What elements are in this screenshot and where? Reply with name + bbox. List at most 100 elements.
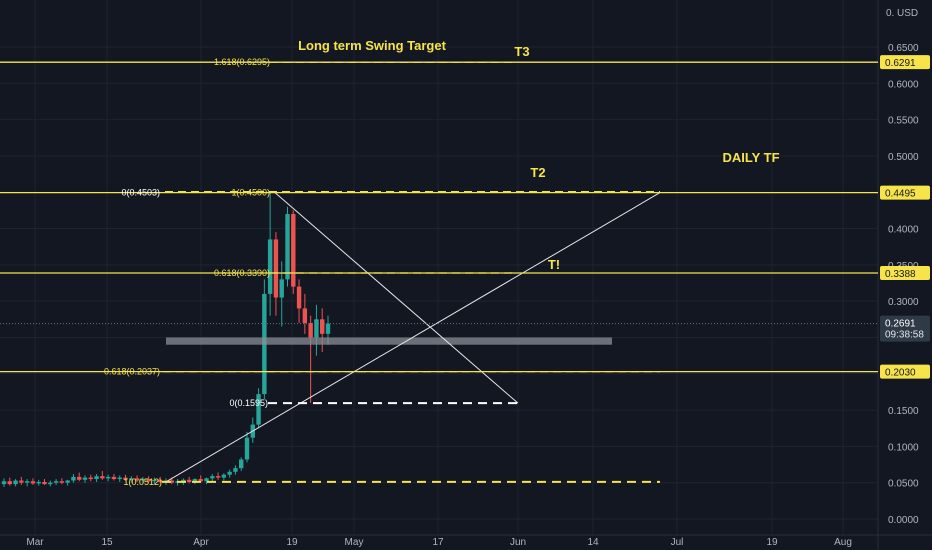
current-price-tag-bg [880, 315, 930, 342]
candle-body [82, 477, 88, 480]
price-tag-bg [880, 265, 930, 280]
candle-body [13, 480, 18, 485]
time-axis[interactable]: Mar 15 Apr 19 May 17 Jun 14 Jul 19 Aug [26, 537, 852, 548]
annotations-group: Long term Swing Target T3 T2 T! DAILY TF [298, 38, 779, 272]
candle-body [244, 437, 250, 460]
candle-body [314, 319, 319, 338]
trendlines-group [165, 192, 661, 483]
candle-body [94, 476, 99, 480]
candle-body [129, 478, 134, 480]
candle-body [48, 482, 53, 485]
time-tick-label: May [345, 537, 364, 548]
fib-label-dashed-yellow: 1(0.0512) [123, 477, 162, 487]
candle-body [1, 481, 7, 485]
candle-body [256, 394, 261, 425]
time-tick-label: Mar [26, 537, 44, 548]
price-tick-label: 0.0500 [888, 479, 919, 490]
candle-body [279, 279, 284, 298]
candle-body [320, 319, 325, 334]
price-tag-label: 0.2030 [885, 368, 916, 379]
candle-body [267, 239, 273, 294]
price-tick-label: 0.5500 [888, 116, 919, 127]
price-tag-label: 0.6291 [885, 58, 916, 69]
t3-annotation: T3 [514, 44, 529, 59]
time-tick-label: 14 [587, 537, 599, 548]
candle-body [111, 476, 117, 480]
candle-body [117, 477, 122, 480]
candle-body [152, 479, 157, 482]
candle-body [204, 478, 209, 482]
candle-body [215, 476, 221, 478]
price-tag-bg [880, 55, 930, 70]
candle-body [233, 468, 238, 472]
candle-body [71, 476, 76, 481]
time-tick-label: 19 [766, 537, 778, 548]
support-zone [166, 337, 612, 345]
price-tick-label: 0.6000 [888, 79, 919, 90]
candle-body [227, 471, 232, 475]
t2-annotation: T2 [530, 165, 545, 180]
time-tick-label: Apr [193, 537, 209, 548]
price-tag-label: 0.4495 [885, 189, 916, 200]
candle-body [325, 323, 331, 334]
candle-body [88, 477, 93, 480]
candle-body [302, 308, 308, 323]
candle-body [7, 481, 12, 485]
candle-body [134, 478, 140, 481]
candle-body [273, 239, 279, 298]
candle-body [210, 476, 215, 479]
axis-top-label: 0. [886, 8, 894, 19]
candle-body [59, 481, 65, 483]
fib-label-1-right: 1(0.4500) [231, 188, 270, 198]
support-zone-group [166, 337, 612, 345]
current-price-label: 0.2691 [885, 319, 916, 330]
price-tick-label: 0.0000 [888, 515, 919, 526]
price-tag-bg [880, 364, 930, 379]
candle-body [291, 214, 296, 287]
time-tick-label: Jul [671, 537, 684, 548]
candle-body [308, 322, 313, 338]
candle-body [140, 479, 146, 481]
time-tick-label: Aug [834, 537, 852, 548]
fib-label-0618-lower: 0.618(0.2037) [104, 367, 160, 377]
rising-trendline [165, 192, 661, 483]
countdown-label: 09:38:58 [885, 330, 924, 341]
price-tick-label: 0.6500 [888, 43, 919, 54]
candle-body [36, 481, 41, 484]
candle-body [181, 479, 186, 482]
price-tick-label: 0.1000 [888, 442, 919, 453]
candle-body [158, 479, 163, 482]
time-tick-label: 17 [432, 537, 444, 548]
time-tick-label: 19 [286, 537, 298, 548]
fib-label-0618-mid: 0.618(0.3390) [214, 268, 270, 278]
candle-body [42, 481, 47, 485]
candle-body [239, 459, 244, 469]
candle-body [24, 481, 30, 483]
fib-label-0-left: 0(0.4503) [121, 188, 160, 198]
candle-body [30, 481, 36, 484]
price-tag-bg [880, 185, 930, 200]
candle-body [198, 479, 203, 482]
time-tick-label: 15 [101, 537, 113, 548]
t1-annotation: T! [548, 257, 560, 272]
falling-trendline [274, 192, 519, 404]
currency-label: USD [897, 8, 918, 19]
candle-body [100, 476, 105, 479]
candle-body [105, 476, 111, 479]
fib-label-dashed-white: 0(0.1595) [229, 398, 268, 408]
price-tag-label: 0.3388 [885, 269, 916, 280]
candle-body [53, 481, 59, 483]
candle-body [186, 479, 192, 482]
candle-body [19, 480, 24, 483]
fib-label-1618: 1.618(0.6295) [214, 57, 270, 67]
candle-body [296, 286, 302, 309]
title-annotation: Long term Swing Target [298, 38, 446, 53]
candle-body [285, 214, 290, 280]
timeframe-annotation: DAILY TF [722, 150, 779, 165]
candle-body [65, 480, 70, 483]
price-tick-label: 0.4000 [888, 225, 919, 236]
